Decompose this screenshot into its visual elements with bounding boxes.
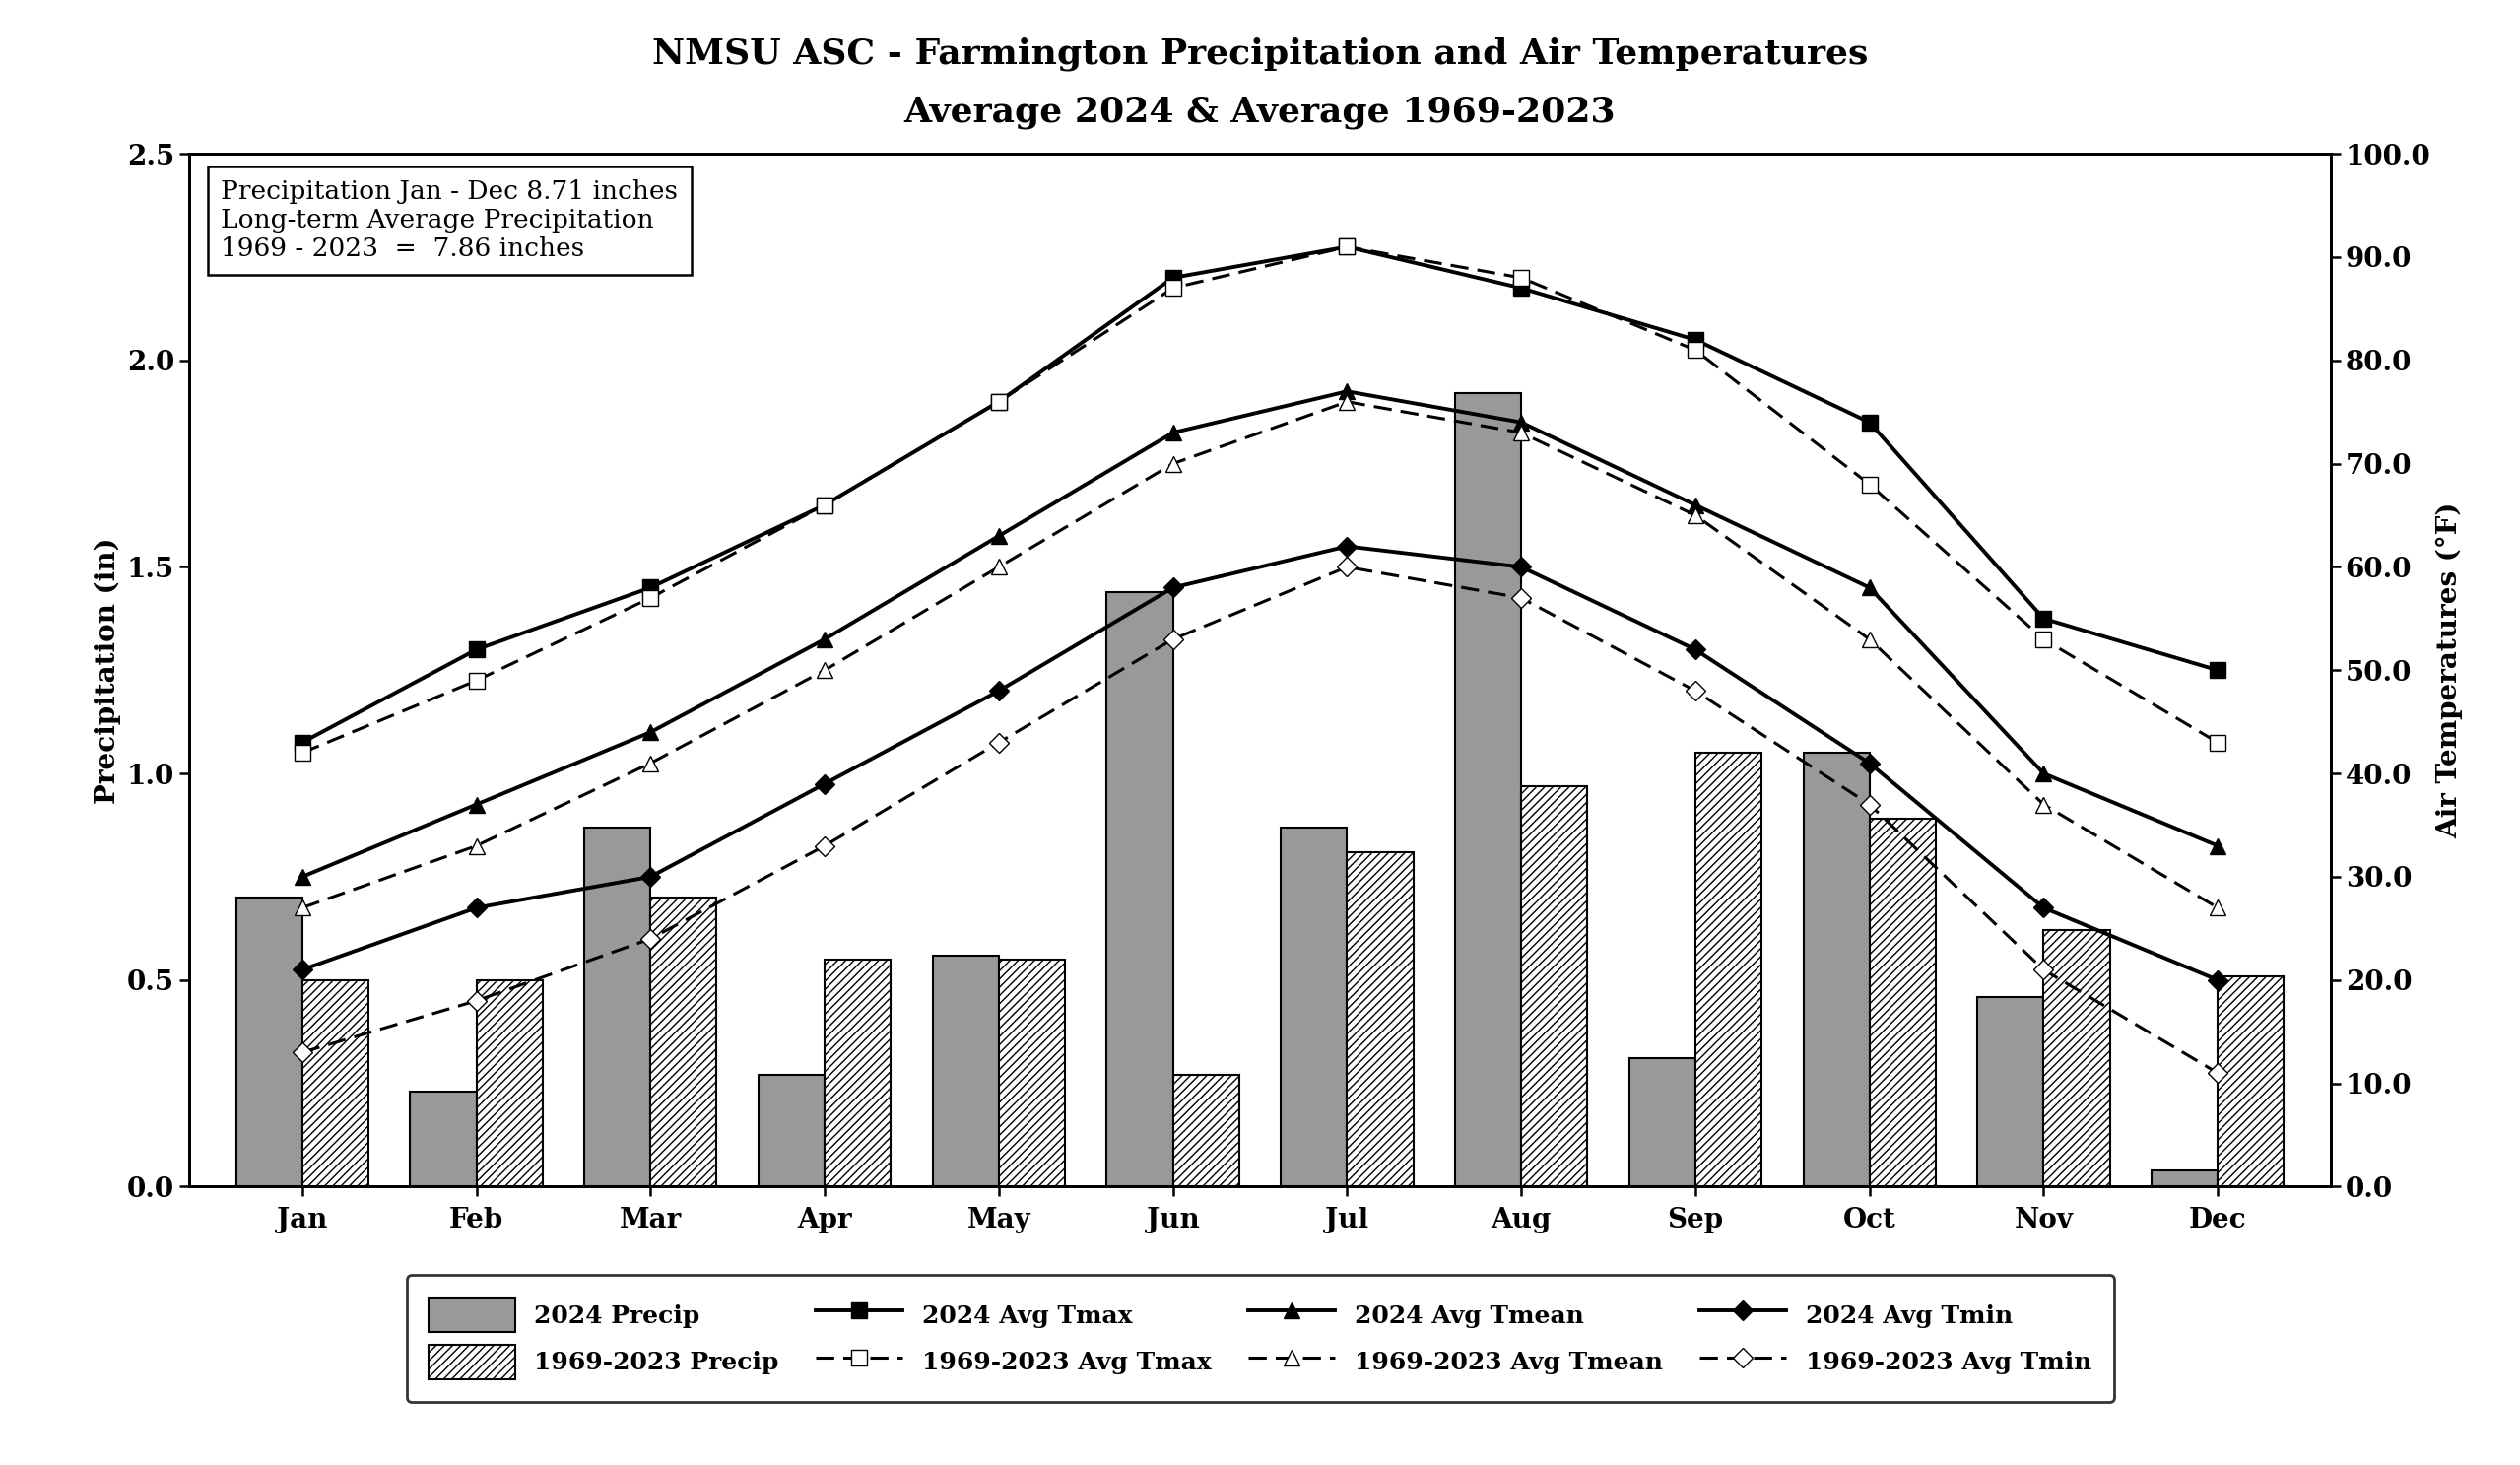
Text: NMSU ASC - Farmington Precipitation and Air Temperatures: NMSU ASC - Farmington Precipitation and … (653, 37, 1867, 70)
Bar (302, 980, 368, 1187)
Bar (998, 960, 1066, 1187)
Bar (1870, 819, 1935, 1187)
Bar (1522, 785, 1588, 1187)
Bar (2044, 930, 2109, 1187)
Bar (2152, 1171, 2218, 1187)
Bar (411, 1091, 476, 1187)
Bar (585, 828, 650, 1187)
Bar (1172, 1075, 1240, 1187)
Bar (1696, 753, 1761, 1187)
Bar (1978, 996, 2044, 1187)
Text: Precipitation Jan - Dec 8.71 inches
Long-term Average Precipitation
1969 - 2023 : Precipitation Jan - Dec 8.71 inches Long… (222, 180, 678, 261)
Bar (1280, 828, 1348, 1187)
Y-axis label: Precipitation (in): Precipitation (in) (96, 538, 121, 803)
Bar (476, 980, 542, 1187)
Bar (759, 1075, 824, 1187)
Bar (650, 898, 716, 1187)
Bar (932, 955, 998, 1187)
Bar (1106, 592, 1172, 1187)
Legend: 2024 Precip, 1969-2023 Precip, 2024 Avg Tmax, 1969-2023 Avg Tmax, 2024 Avg Tmean: 2024 Precip, 1969-2023 Precip, 2024 Avg … (406, 1275, 2114, 1402)
Bar (1630, 1059, 1696, 1187)
Text: Average 2024 & Average 1969-2023: Average 2024 & Average 1969-2023 (905, 95, 1615, 129)
Bar (1348, 853, 1414, 1187)
Bar (2218, 976, 2283, 1187)
Bar (1454, 394, 1522, 1187)
Y-axis label: Air Temperatures (°F): Air Temperatures (°F) (2437, 502, 2462, 838)
Bar (824, 960, 890, 1187)
Bar (1804, 753, 1870, 1187)
Bar (237, 898, 302, 1187)
